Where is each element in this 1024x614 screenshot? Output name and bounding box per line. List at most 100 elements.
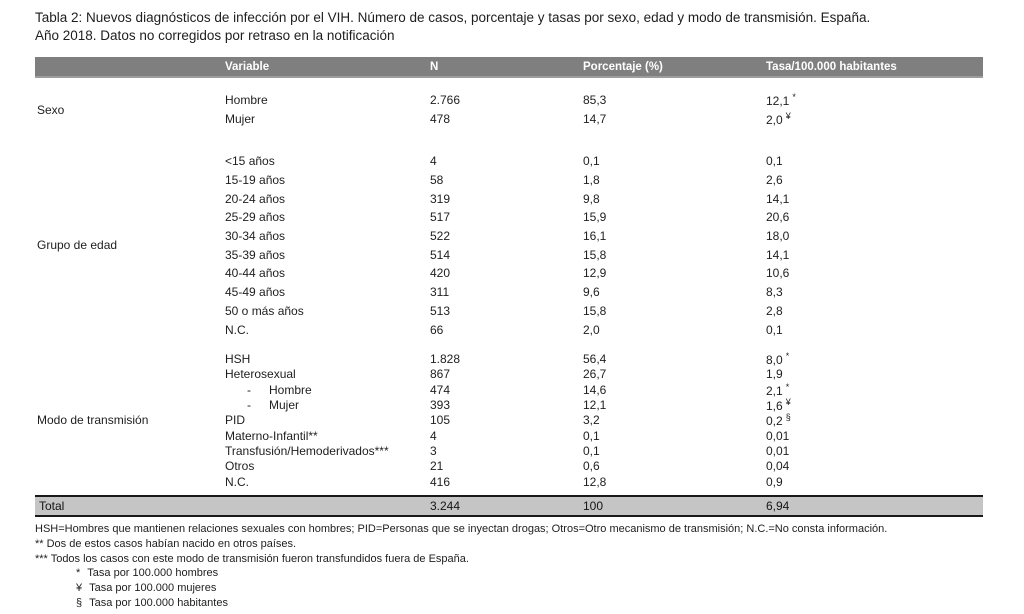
cell-variable: Materno-Infantil**	[225, 429, 430, 443]
table-caption-line-2: Año 2018. Datos no corregidos por retras…	[35, 28, 395, 43]
section-rows: <15 años 4 0,1 0,1 15-19 años 58 1,8 2,6 20-24 a…	[225, 152, 983, 339]
total-label: Total	[39, 499, 65, 514]
variable-label: 50 o más años	[225, 303, 304, 318]
total-cell-pct: 100	[583, 499, 604, 514]
section-rows: HSH 1.828 56,4 8,0 * Heterosexual 867 26,7 1,9- H…	[225, 351, 983, 490]
cell-pct: 1,8	[583, 173, 600, 188]
section-rows: Hombre 2.766 85,3 12,1 * Mujer 478 14,7 2,0 ¥	[225, 91, 983, 128]
data-table: Variable N Porcentaje (%) Tasa/100.000 h…	[35, 57, 983, 518]
table-row: HSH 1.828 56,4 8,0 *	[225, 351, 983, 367]
cell-pct: 9,8	[583, 191, 600, 206]
cell-pct: 3,2	[583, 413, 600, 428]
table-row: 35-39 años 514 15,8 14,1	[225, 245, 983, 264]
cell-n: 4	[430, 428, 437, 443]
cell-rate: 0,1	[766, 323, 983, 337]
cell-variable: HSH	[225, 352, 430, 366]
cell-variable: PID	[225, 413, 430, 427]
rate-value: 12,1	[766, 94, 790, 109]
cell-rate: 2,0 ¥	[766, 111, 983, 127]
cell-rate: 12,1 *	[766, 92, 983, 108]
footnote-symbol-text: Tasa por 100.000 hombres	[87, 567, 219, 580]
footnote-symbol-text: Tasa por 100.000 habitantes	[89, 596, 228, 609]
cell-pct: 26,7	[583, 366, 607, 381]
cell-variable: Heterosexual	[225, 367, 430, 381]
rate-mark: *	[785, 350, 790, 361]
footnote-note-1: ** Dos de estos casos habían nacido en o…	[35, 537, 297, 550]
cell-variable: 40-44 años	[225, 266, 430, 280]
cell-pct: 15,8	[583, 303, 607, 318]
variable-label: Otros	[225, 459, 255, 474]
cell-n: 66	[430, 322, 444, 337]
rate-value: 2,1	[766, 383, 783, 398]
variable-label: PID	[225, 413, 246, 428]
cell-n: 21	[430, 459, 444, 474]
cell-pct: 12,9	[583, 266, 607, 281]
variable-label: Transfusión/Hemoderivados***	[225, 443, 389, 458]
footnote-symbol-note-3: § Tasa por 100.000 habitantes	[35, 596, 1010, 611]
table-row: 30-34 años 522 16,1 18,0	[225, 227, 983, 246]
column-header-n: N	[430, 60, 439, 73]
cell-rate: 2,8	[766, 304, 983, 318]
cell-variable: 35-39 años	[225, 248, 430, 262]
variable-label: HSH	[225, 351, 251, 366]
cell-n: 867	[430, 366, 451, 381]
cell-n: 474	[430, 382, 451, 397]
table-section: Grupo de edad <15 años 4 0,1 0,1 15-19 años 58…	[35, 152, 983, 339]
footnotes: HSH=Hombres que mantienen relaciones sex…	[35, 522, 1010, 611]
cell-rate: 0,01	[766, 444, 983, 458]
variable-label: 40-44 años	[225, 266, 286, 281]
cell-variable: Otros	[225, 459, 430, 473]
cell-rate: 14,1	[766, 192, 983, 206]
cell-n: 4	[430, 154, 437, 169]
table-row: <15 años 4 0,1 0,1	[225, 152, 983, 171]
variable-label: 25-29 años	[225, 210, 286, 225]
cell-pct: 0,6	[583, 459, 600, 474]
table-row: PID 105 3,2 0,2 §	[225, 412, 983, 428]
rate-value: 18,0	[766, 229, 790, 244]
table-row: N.C. 416 12,8 0,9	[225, 474, 983, 489]
rate-value: 0,9	[766, 474, 783, 489]
rate-value: 20,6	[766, 210, 790, 225]
variable-label: Heterosexual	[225, 366, 296, 381]
cell-variable: 45-49 años	[225, 285, 430, 299]
cell-n: 416	[430, 474, 451, 489]
rate-value: 14,1	[766, 191, 790, 206]
rate-value: 0,01	[766, 428, 790, 443]
table-row: - Mujer 393 12,1 1,6 ¥	[225, 397, 983, 413]
cell-variable: Hombre	[225, 93, 430, 107]
table-row: 50 o más años 513 15,8 2,8	[225, 302, 983, 321]
cell-pct: 2,0	[583, 322, 600, 337]
table-row: 40-44 años 420 12,9 10,6	[225, 264, 983, 283]
rate-mark: *	[785, 381, 790, 392]
cell-rate: 0,2 §	[766, 412, 983, 428]
cell-variable: - Hombre	[225, 383, 430, 397]
indent-dash-icon: -	[247, 398, 251, 413]
cell-pct: 0,1	[583, 443, 600, 458]
variable-label: 30-34 años	[225, 229, 286, 244]
table-row: - Hombre 474 14,6 2,1 *	[225, 381, 983, 398]
table-row: 25-29 años 517 15,9 20,6	[225, 208, 983, 227]
cell-n: 311	[430, 285, 450, 300]
cell-variable: 50 o más años	[225, 304, 430, 318]
cell-n: 3	[430, 443, 437, 458]
cell-n: 522	[430, 229, 451, 244]
section-label: Grupo de edad	[37, 238, 118, 253]
cell-pct: 0,1	[583, 428, 600, 443]
cell-n: 513	[430, 303, 451, 318]
cell-variable: N.C.	[225, 475, 430, 489]
cell-rate: 0,9	[766, 475, 983, 489]
rate-value: 8,0	[766, 352, 783, 367]
cell-variable: 15-19 años	[225, 173, 430, 187]
cell-rate: 8,0 *	[766, 351, 983, 367]
rate-mark: ¥	[785, 110, 791, 121]
cell-n: 393	[430, 398, 451, 413]
variable-label: N.C.	[225, 474, 249, 489]
column-header-tasa: Tasa/100.000 habitantes	[766, 60, 897, 73]
total-row: Total 3.244 100 6,94	[35, 495, 983, 518]
cell-variable: Mujer	[225, 112, 430, 126]
variable-label: 20-24 años	[225, 191, 286, 206]
rate-value: 2,8	[766, 303, 783, 318]
cell-variable: <15 años	[225, 154, 430, 168]
cell-n: 420	[430, 266, 451, 281]
variable-label: Hombre	[269, 382, 312, 397]
